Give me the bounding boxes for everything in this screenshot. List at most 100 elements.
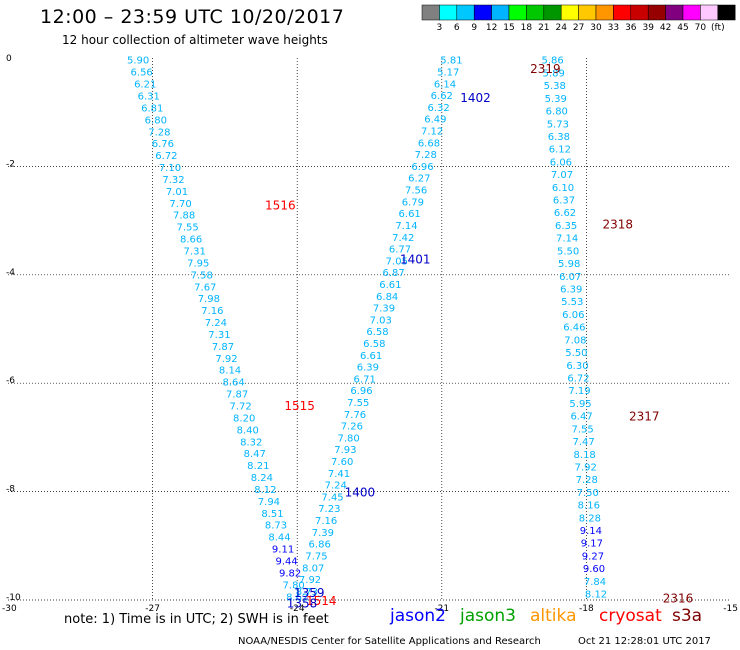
wave-height-value: 8.21 <box>247 461 269 472</box>
wave-height-value: 6.47 <box>570 412 592 423</box>
wave-height-value: 8.18 <box>574 450 596 461</box>
wave-height-value: 6.10 <box>552 183 574 194</box>
wave-height-value: 7.93 <box>334 445 356 456</box>
wave-height-value: 5.38 <box>544 81 566 92</box>
footer-credit: NOAA/NESDIS Center for Satellite Applica… <box>238 636 541 647</box>
wave-height-value: 7.26 <box>341 422 363 433</box>
wave-height-value: 8.73 <box>265 521 287 532</box>
colorbar-label: 21 <box>538 23 549 33</box>
wave-height-value: 7.12 <box>421 127 443 138</box>
wave-height-value: 5.86 <box>542 56 564 67</box>
wave-height-value: 6.77 <box>389 245 411 256</box>
wave-height-value: 7.80 <box>283 580 305 591</box>
wave-height-value: 9.17 <box>581 539 603 550</box>
wave-height-value: 6.79 <box>402 197 424 208</box>
wave-height-value: 6.12 <box>549 145 571 156</box>
wave-height-value: 7.50 <box>577 488 599 499</box>
footnote: note: 1) Time is in UTC; 2) SWH is in fe… <box>64 612 329 627</box>
x-tick-label: -21 <box>434 604 449 612</box>
wave-height-value: 7.28 <box>148 127 170 138</box>
page-title: 12:00 – 23:59 UTC 10/20/2017 <box>40 6 345 28</box>
wave-height-value: 6.62 <box>554 208 576 219</box>
wave-height-value: 8.64 <box>222 378 244 389</box>
wave-height-value: 5.17 <box>437 68 459 79</box>
wave-height-value: 6.30 <box>566 361 588 372</box>
colorbar-label: 30 <box>590 23 602 33</box>
wave-height-value: 8.12 <box>585 590 607 601</box>
wave-height-value: 9.14 <box>580 526 602 537</box>
y-tick-label: -8 <box>6 485 15 495</box>
wave-height-value: 7.01 <box>166 187 188 198</box>
colorbar-label: 36 <box>625 23 637 33</box>
page-subtitle: 12 hour collection of altimeter wave hei… <box>62 33 328 47</box>
wave-height-value: 8.20 <box>233 413 255 424</box>
wave-height-value: 9.27 <box>582 551 604 562</box>
wave-height-value: 6.35 <box>555 221 577 232</box>
wave-height-value: 5.50 <box>565 348 587 359</box>
pass-label: 2319 <box>530 62 561 76</box>
wave-height-value: 6.32 <box>427 103 449 114</box>
wave-height-value: 6.58 <box>363 339 385 350</box>
wave-height-value: 7.60 <box>331 457 353 468</box>
legend-cryosat: cryosat <box>599 606 662 626</box>
wave-height-value: 6.96 <box>411 162 433 173</box>
legend-s3a: s3a <box>672 606 703 626</box>
colorbar-label: (ft) <box>711 23 725 33</box>
colorbar-label: 3 <box>437 23 443 33</box>
pass-label: 1401 <box>400 253 431 267</box>
wave-height-value: 7.92 <box>299 575 321 586</box>
wave-height-value: 5.39 <box>545 94 567 105</box>
wave-height-value: 7.94 <box>258 497 280 508</box>
wave-height-value: 6.46 <box>563 323 585 334</box>
wave-height-value: 7.88 <box>173 211 195 222</box>
wave-height-value: 6.96 <box>350 386 372 397</box>
wave-height-value: 9.11 <box>272 545 294 556</box>
wave-height-value: 6.06 <box>562 310 584 321</box>
colorbar-label: 27 <box>573 23 584 33</box>
colorbar-label: 18 <box>521 23 533 33</box>
wave-height-value: 7.92 <box>215 354 237 365</box>
wave-height-value: 7.92 <box>575 462 597 473</box>
x-tick-label: -27 <box>145 604 160 612</box>
wave-height-value: 7.19 <box>568 386 590 397</box>
wave-height-value: 7.08 <box>564 335 586 346</box>
wave-height-value: 6.86 <box>309 540 331 551</box>
colorbar-swatch <box>717 4 736 21</box>
pass-label: 2317 <box>629 410 660 424</box>
colorbar-label: 6 <box>454 23 460 33</box>
wave-height-value: 7.76 <box>344 410 366 421</box>
y-tick-label: 0 <box>6 54 12 64</box>
wave-height-value: 7.98 <box>198 294 220 305</box>
wave-height-value: 7.55 <box>347 398 369 409</box>
wave-height-value: 7.39 <box>373 304 395 315</box>
wave-height-value: 7.14 <box>556 234 578 245</box>
wave-height-value: 7.55 <box>176 223 198 234</box>
legend-jason2: jason2 <box>390 606 446 626</box>
wave-height-value: 6.61 <box>379 280 401 291</box>
wave-height-value: 7.05 <box>386 256 408 267</box>
pass-label: 1402 <box>460 91 491 105</box>
wave-height-value: 6.80 <box>145 115 167 126</box>
wave-height-value: 6.72 <box>155 151 177 162</box>
wave-height-value: 8.16 <box>578 501 600 512</box>
wave-height-value: 7.55 <box>571 424 593 435</box>
wave-height-value: 6.27 <box>408 174 430 185</box>
wave-height-value: 7.56 <box>405 186 427 197</box>
wave-height-value: 7.23 <box>318 504 340 515</box>
colorbar-label: 45 <box>677 23 688 33</box>
wave-height-value: 8.40 <box>237 425 259 436</box>
wave-height-value: 6.76 <box>152 139 174 150</box>
wave-height-value: 8.32 <box>240 437 262 448</box>
wave-height-value: 6.87 <box>382 268 404 279</box>
wave-height-value: 7.03 <box>370 315 392 326</box>
wave-height-value: 6.39 <box>560 285 582 296</box>
wave-height-value: 7.67 <box>194 282 216 293</box>
wave-height-value: 9.44 <box>275 557 297 568</box>
colorbar-label: 24 <box>555 23 567 33</box>
wave-height-value: 8.24 <box>251 473 273 484</box>
wave-height-value: 7.42 <box>392 233 414 244</box>
wave-height-value: 6.61 <box>399 209 421 220</box>
legend-jason3: jason3 <box>460 606 516 626</box>
x-tick-label: -30 <box>2 604 17 612</box>
wave-height-value: 6.31 <box>138 91 160 102</box>
